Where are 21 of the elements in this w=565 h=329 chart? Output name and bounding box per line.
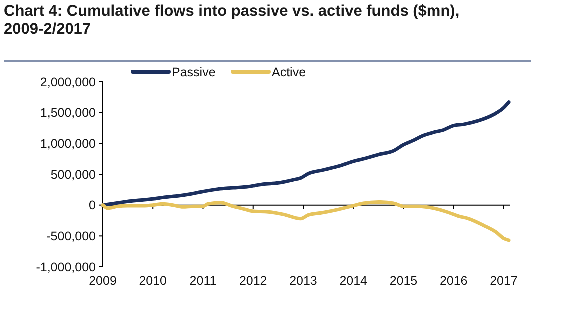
x-tick-label: 2013 xyxy=(290,274,318,288)
y-tick-label: -1,000,000 xyxy=(36,260,96,274)
y-tick-label: 2,000,000 xyxy=(40,75,96,90)
x-tick-label: 2010 xyxy=(139,274,168,288)
legend-label: Passive xyxy=(172,65,216,80)
y-tick-label: 1,500,000 xyxy=(40,106,96,120)
x-tick-label: 2009 xyxy=(89,274,117,288)
y-tick-label: -500,000 xyxy=(46,230,96,244)
x-tick-label: 2014 xyxy=(340,274,368,288)
line-series xyxy=(101,100,511,208)
x-tick-label: 2015 xyxy=(390,274,418,288)
y-tick-label: 0 xyxy=(89,198,96,213)
y-tick-label: 1,000,000 xyxy=(40,137,96,152)
x-tick-label: 2012 xyxy=(239,274,268,288)
x-tick-label: 2016 xyxy=(440,274,468,288)
x-tick-label: 2011 xyxy=(190,274,217,288)
chart-title: Chart 4: Cumulative flows into passive vs. active funds ($mn), 2009-2/2017 xyxy=(4,3,460,38)
line-series xyxy=(101,200,511,242)
y-tick-label: 500,000 xyxy=(50,168,96,182)
legend-label: Active xyxy=(272,65,306,80)
x-tick-label: 2017 xyxy=(490,274,518,288)
